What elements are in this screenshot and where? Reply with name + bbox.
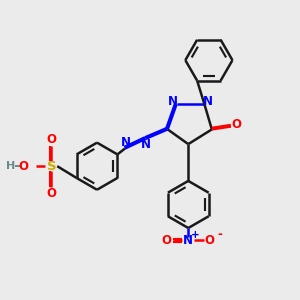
- Text: N: N: [141, 138, 151, 151]
- Text: N: N: [203, 95, 213, 108]
- Text: O: O: [18, 160, 28, 173]
- Text: O: O: [162, 234, 172, 247]
- Text: O: O: [231, 118, 241, 131]
- Text: O: O: [46, 187, 56, 200]
- Text: +: +: [190, 230, 199, 239]
- Text: N: N: [183, 234, 193, 247]
- Text: N: N: [168, 95, 178, 108]
- Text: N: N: [121, 136, 130, 149]
- Text: -: -: [217, 228, 222, 241]
- Text: S: S: [46, 160, 56, 173]
- Text: O: O: [205, 234, 215, 247]
- Text: O: O: [46, 133, 56, 146]
- Text: H: H: [6, 161, 16, 171]
